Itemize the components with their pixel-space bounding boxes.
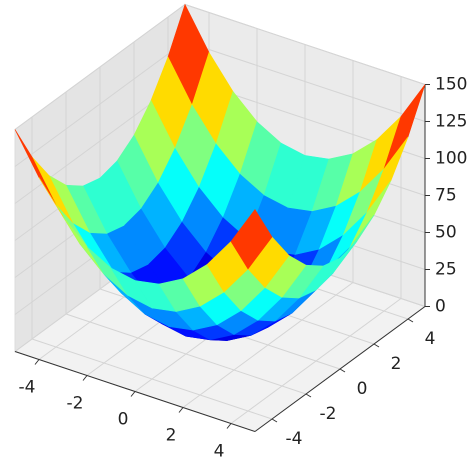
grid-line	[65, 313, 307, 395]
z-tick-label: 75	[435, 186, 457, 206]
z-tick-label: 150	[435, 75, 467, 95]
grid-line	[31, 338, 273, 420]
x-tick	[130, 391, 136, 397]
x-tick	[82, 375, 88, 381]
y-tick-label: 4	[425, 329, 436, 349]
x-tick	[34, 359, 40, 365]
x-tick-label: 4	[214, 442, 225, 462]
z-tick-label: 50	[435, 223, 457, 243]
grid-line	[184, 41, 426, 122]
grid-line	[184, 4, 426, 85]
z-tick-label: 100	[435, 149, 467, 169]
surface-patch	[230, 208, 273, 270]
y-tick-label: 2	[391, 354, 402, 374]
y-tick-label: -4	[286, 429, 303, 449]
y-tick	[305, 393, 312, 398]
x-tick	[226, 423, 232, 429]
grid-line	[14, 4, 186, 130]
x-tick-label: 0	[118, 410, 129, 430]
z-tick-label: 125	[435, 112, 467, 132]
x-tick-label: -4	[19, 378, 36, 398]
z-tick-label: 0	[435, 297, 446, 317]
x-tick	[178, 407, 184, 413]
y-tick	[407, 318, 414, 323]
y-tick	[373, 343, 380, 348]
grid-line	[14, 41, 186, 167]
y-tick	[271, 418, 278, 423]
y-tick	[339, 368, 346, 373]
y-tick-label: -2	[320, 404, 337, 424]
y-tick-label: 0	[357, 379, 368, 399]
z-tick-label: 25	[435, 260, 457, 280]
x-tick-label: -2	[67, 394, 84, 414]
x-tick-label: 2	[166, 426, 177, 446]
